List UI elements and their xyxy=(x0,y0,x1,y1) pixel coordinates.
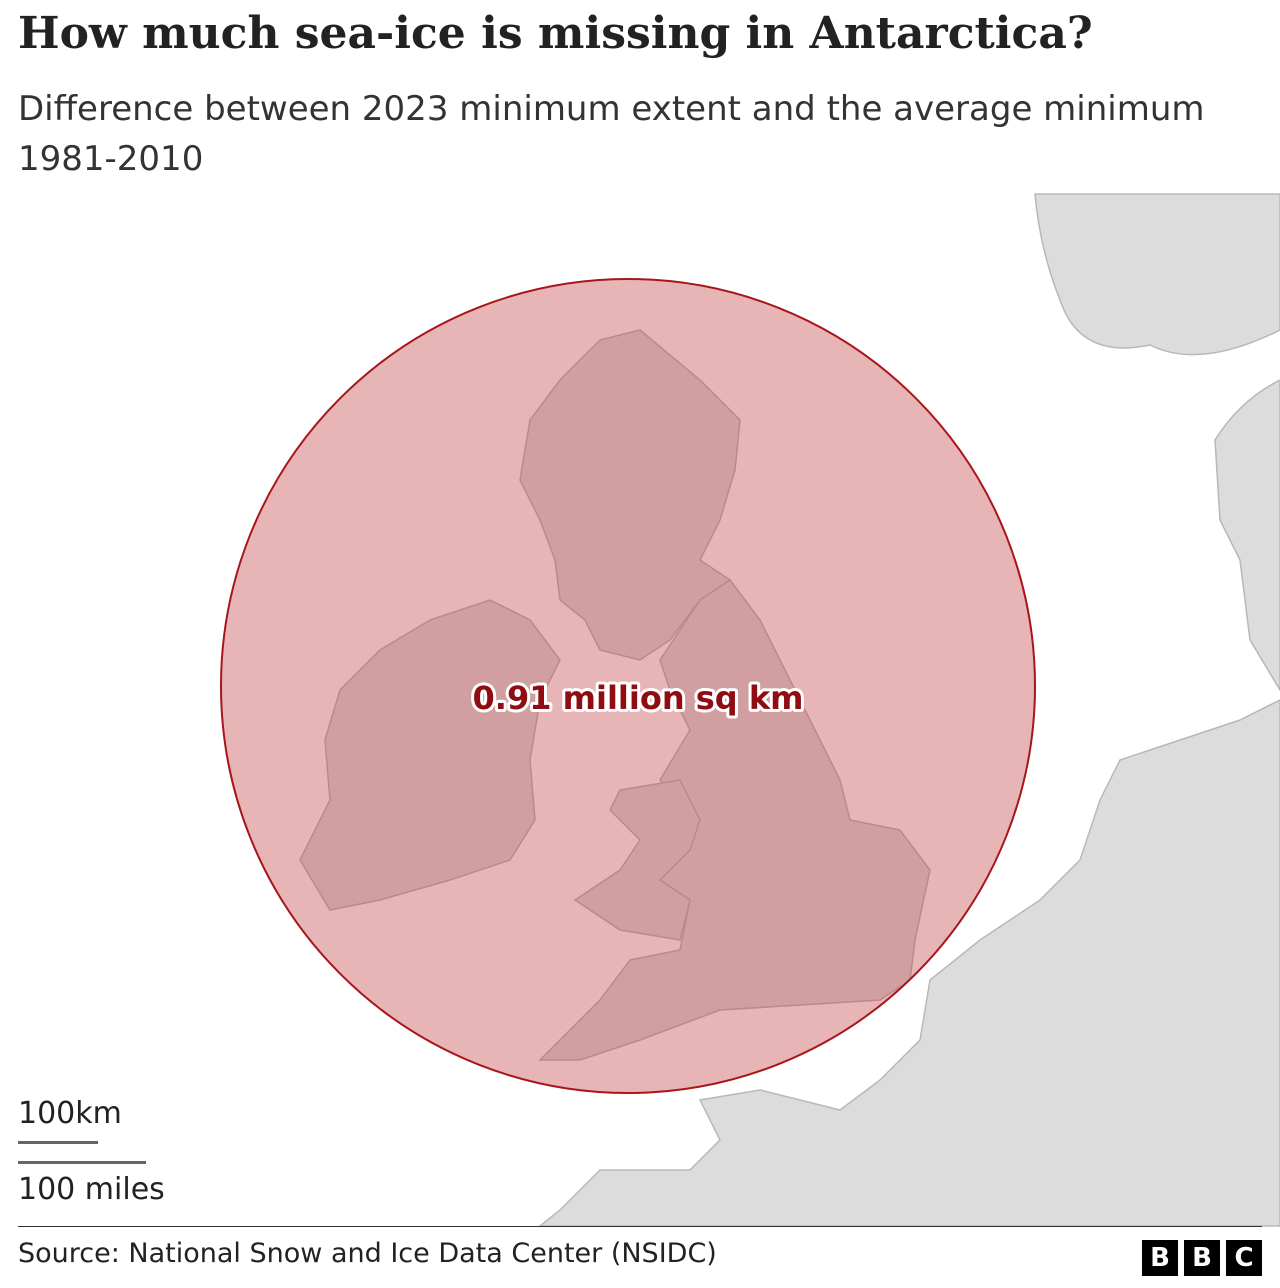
scotland xyxy=(519,329,741,661)
area-circle xyxy=(220,278,1036,1094)
scale-bar-km xyxy=(18,1141,98,1144)
denmark xyxy=(1214,379,1280,692)
logo-letter: B xyxy=(1184,1240,1220,1276)
subtitle: Difference between 2023 minimum extent a… xyxy=(18,89,1205,179)
title: How much sea-ice is missing in Antarctic… xyxy=(18,8,1093,59)
england xyxy=(538,578,931,1061)
scale-bar-miles xyxy=(18,1161,146,1164)
area-label: 0.91 million sq km xyxy=(473,679,804,717)
logo: B B C xyxy=(1142,1240,1262,1276)
ireland xyxy=(299,599,561,911)
continent xyxy=(537,699,1280,1227)
wales xyxy=(573,779,701,941)
logo-letter: B xyxy=(1142,1240,1178,1276)
scale-km: 100km xyxy=(18,1096,122,1131)
scale-miles: 100 miles xyxy=(18,1172,165,1207)
logo-letter: C xyxy=(1226,1240,1262,1276)
norway xyxy=(1034,193,1280,356)
source: Source: National Snow and Ice Data Cente… xyxy=(18,1238,717,1269)
footer-rule xyxy=(18,1226,1262,1227)
land xyxy=(299,193,1280,1227)
